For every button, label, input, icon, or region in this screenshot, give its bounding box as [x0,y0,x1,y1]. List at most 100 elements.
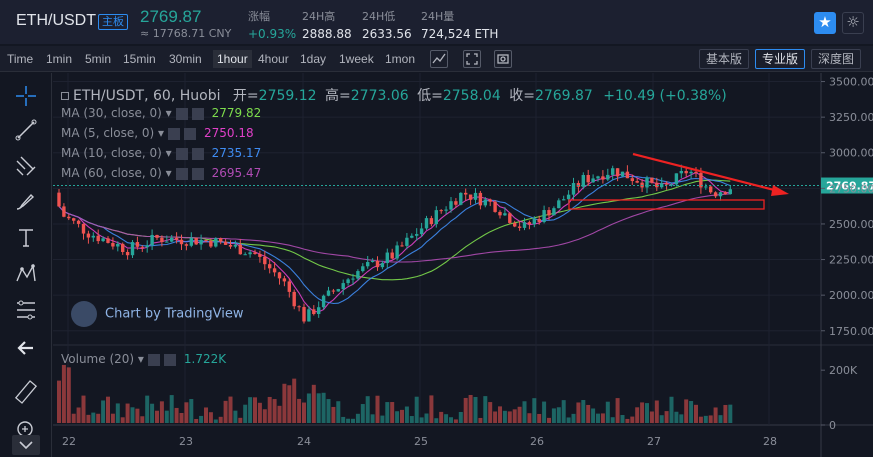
candle-body [209,240,213,247]
tf-5min[interactable]: 5min [85,52,112,66]
fib-levels-icon[interactable] [13,297,39,323]
price-tick-label: 3500.00 [829,76,873,89]
volume-bar [115,403,120,423]
candle-body [478,192,483,206]
tf-1mon[interactable]: 1mon [385,52,416,66]
indicator-icon[interactable] [430,50,448,68]
volume-bar [66,367,71,423]
candle-body [130,242,135,256]
tf-15min[interactable]: 15min [123,52,156,66]
volume-bar [306,393,311,423]
pitchfork-icon[interactable] [13,153,39,179]
volume-bar [355,413,360,423]
tf-30min[interactable]: 30min [169,52,202,66]
price-tick-label: 3000.00 [829,147,873,160]
version-basic-button[interactable]: 基本版 [699,49,750,69]
pair-name[interactable]: ETH/USDT [16,12,96,29]
candle-body [664,183,669,185]
pattern-icon[interactable] [13,261,39,287]
candle-body [493,201,497,212]
favorite-star-icon[interactable]: ★ [814,12,836,34]
ma-legend-30[interactable]: MA (30, close, 0) ▾ 2779.82 [61,106,262,120]
candle-body [96,235,100,242]
tradingview-watermark[interactable]: Chart by TradingView [71,301,243,327]
version-pro-button[interactable]: 专业版 [755,49,806,69]
candle-body [62,206,66,217]
volume-bar [336,401,341,423]
tf-4hour[interactable]: 4hour [258,52,289,66]
tf-1week[interactable]: 1week [339,52,374,66]
volume-bar [532,398,537,423]
volume-bar [723,404,728,423]
volume-bar [120,417,125,423]
volume-bar [106,396,110,423]
candle-body [121,243,125,252]
price-tick-label: 2000.00 [829,289,873,302]
volume-bar [703,415,708,423]
trendline-icon[interactable] [13,117,39,143]
volume-bar [223,400,228,423]
last-price: 2769.87 [140,7,202,26]
ma-legend-5[interactable]: MA (5, close, 0) ▾ 2750.18 [61,126,254,140]
candle-body [321,295,326,308]
candle-body [468,194,473,200]
time-tick-label: 25 [414,435,428,448]
candle-body [630,178,634,182]
settings-icon[interactable] [147,353,160,366]
volume-bar [365,396,370,423]
close-icon[interactable] [191,167,204,180]
tf-time[interactable]: Time [7,52,34,66]
volume-bar [669,396,674,423]
close-icon[interactable] [191,147,204,160]
collapse-toolbar-icon[interactable] [12,435,40,455]
volume-bar [547,417,551,423]
back-arrow-icon[interactable] [13,335,39,361]
close-icon[interactable] [163,353,176,366]
tf-1hour[interactable]: 1hour [213,50,252,68]
volume-bar [625,418,630,423]
volume-bar [502,410,507,423]
candle-body [307,309,311,322]
candle-body [459,192,463,205]
version-depth-button[interactable]: 深度图 [811,49,862,69]
crosshair-icon[interactable] [13,83,39,109]
brush-icon[interactable] [13,189,39,215]
volume-bar [150,403,155,423]
candle-body [253,252,257,254]
screenshot-icon[interactable] [494,50,512,68]
volume-bar [473,396,478,423]
close-icon[interactable] [184,127,197,140]
chart-toolbar: Time 1min 5min 15min 30min 1hour 4hour 1… [0,46,873,72]
cny-price: ≈ 17768.71 CNY [140,27,232,40]
settings-icon[interactable] [175,147,188,160]
volume-bar [689,401,694,423]
candle-body [405,237,409,246]
price-chart[interactable]: 2769.87 3500.00 3250.00 3000.00 2750.00 2500… [53,73,873,457]
settings-icon[interactable] [168,127,181,140]
ma-legend-60[interactable]: MA (60, close, 0) ▾ 2695.47 [61,166,262,180]
volume-bar [493,411,498,423]
ma-5-line [58,171,731,313]
close-icon[interactable] [191,107,204,120]
ma-legend-10[interactable]: MA (10, close, 0) ▾ 2735.17 [61,146,262,160]
tf-1min[interactable]: 1min [46,52,73,66]
settings-icon[interactable] [175,107,188,120]
volume-bar [282,383,287,423]
candle-body [684,170,688,174]
fullscreen-icon[interactable] [463,50,481,68]
theme-toggle-icon[interactable]: ☼ [842,12,864,34]
candle-body [155,234,159,238]
volume-bar [453,419,458,423]
settings-icon[interactable] [175,167,188,180]
candle-body [596,176,600,179]
tf-1day[interactable]: 1day [300,52,327,66]
text-tool-icon[interactable] [13,225,39,251]
ma-10-line [58,175,731,305]
volume-bar [713,407,718,423]
volume-bar [169,395,174,423]
volume-legend[interactable]: Volume (20) ▾ 1.722K [61,352,227,366]
candle-body [606,174,610,180]
ruler-icon[interactable] [13,379,39,405]
volume-bar [488,402,493,423]
volume-bar [620,415,625,423]
